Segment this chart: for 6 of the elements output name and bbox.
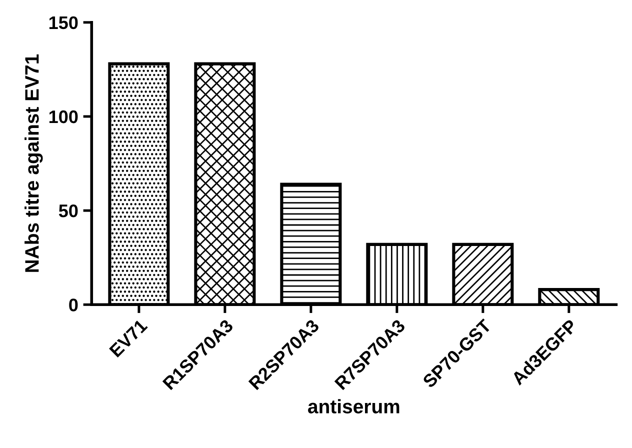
y-tick-label: 100 <box>49 110 78 124</box>
y-axis-title: NAbs titre against EV71 <box>24 54 43 272</box>
y-tick-label: 50 <box>58 204 78 218</box>
y-tick-label: 0 <box>69 298 78 312</box>
x-axis-title: antiserum <box>308 399 400 414</box>
y-tick-label: 150 <box>49 16 78 30</box>
